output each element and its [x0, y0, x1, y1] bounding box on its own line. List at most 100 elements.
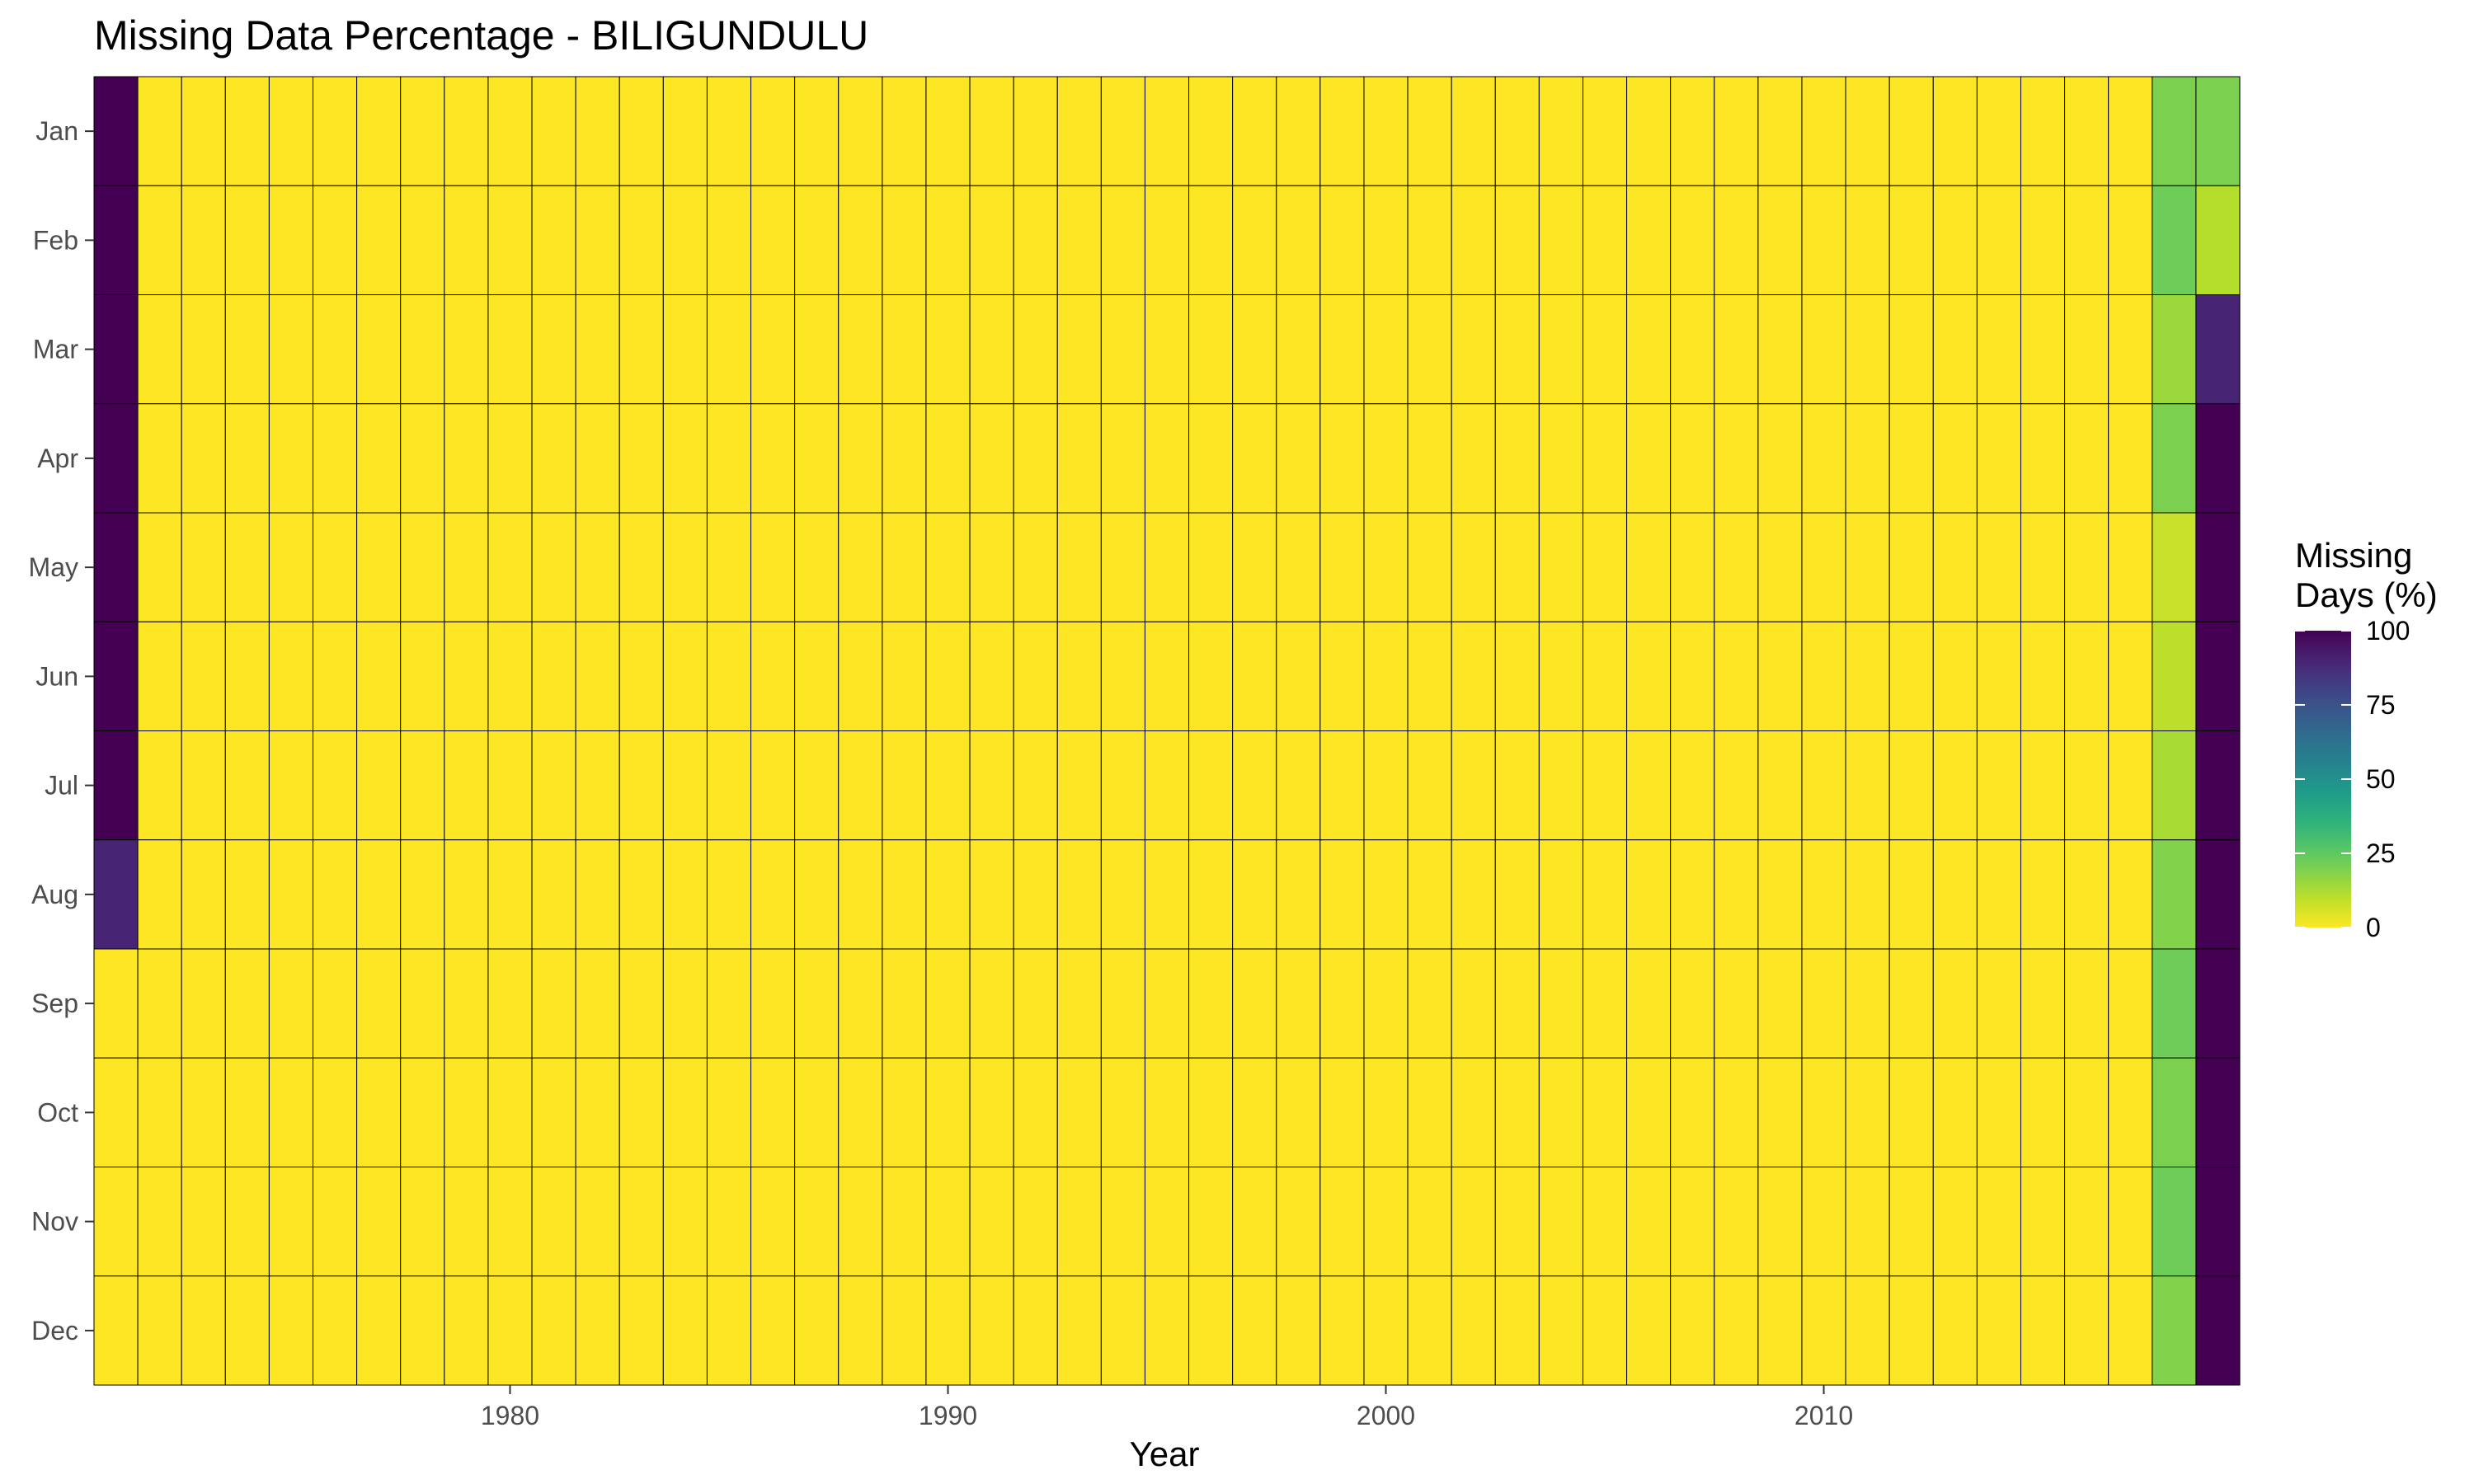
heatmap-cell-1997-dec: [1232, 1275, 1277, 1386]
heatmap-cell-2019-oct: [2195, 1057, 2241, 1167]
heatmap-cell-1991-aug: [969, 839, 1014, 950]
heatmap-cell-2009-oct: [1757, 1057, 1803, 1167]
heatmap-cell-1975-jul: [268, 730, 314, 841]
heatmap-cell-1979-jan: [444, 76, 489, 186]
heatmap-cell-1977-aug: [356, 839, 402, 950]
heatmap-cell-1973-feb: [181, 185, 226, 295]
heatmap-cell-1978-may: [400, 512, 445, 622]
heatmap-cell-1995-sep: [1144, 948, 1190, 1059]
heatmap-cell-2004-jun: [1538, 621, 1583, 731]
heatmap-cell-2009-dec: [1757, 1275, 1803, 1386]
heatmap-cell-2013-jun: [1932, 621, 1978, 731]
heatmap-cell-2019-nov: [2195, 1167, 2241, 1277]
heatmap-cell-2014-apr: [1976, 403, 2021, 514]
heatmap-cell-2013-feb: [1932, 185, 1978, 295]
heatmap-cell-2016-jul: [2064, 730, 2109, 841]
heatmap-cell-1987-aug: [794, 839, 840, 950]
heatmap-cell-2006-may: [1626, 512, 1672, 622]
heatmap-cell-1990-feb: [925, 185, 971, 295]
heatmap-cell-1984-sep: [662, 948, 708, 1059]
heatmap-cell-2007-jul: [1670, 730, 1715, 841]
heatmap-cell-1977-apr: [356, 403, 402, 514]
heatmap-cell-1991-mar: [969, 294, 1014, 405]
heatmap-cell-1984-oct: [662, 1057, 708, 1167]
heatmap-cell-2005-aug: [1582, 839, 1628, 950]
heatmap-cell-1975-aug: [268, 839, 314, 950]
heatmap-cell-2005-mar: [1582, 294, 1628, 405]
heatmap-cell-2002-nov: [1451, 1167, 1496, 1277]
heatmap-cell-2012-oct: [1888, 1057, 1934, 1167]
heatmap-cell-2003-sep: [1494, 948, 1540, 1059]
heatmap-cell-2003-feb: [1494, 185, 1540, 295]
heatmap-cell-2012-jul: [1888, 730, 1934, 841]
heatmap-cell-1989-nov: [882, 1167, 927, 1277]
heatmap-cell-1995-nov: [1144, 1167, 1190, 1277]
heatmap-cell-1984-apr: [662, 403, 708, 514]
heatmap-cell-1978-mar: [400, 294, 445, 405]
heatmap-cell-2011-may: [1845, 512, 1890, 622]
heatmap-cell-2003-jun: [1494, 621, 1540, 731]
heatmap-cell-1985-sep: [706, 948, 752, 1059]
heatmap-cell-2004-oct: [1538, 1057, 1583, 1167]
heatmap-cell-1994-sep: [1100, 948, 1145, 1059]
heatmap-cell-1990-oct: [925, 1057, 971, 1167]
heatmap-cell-1977-nov: [356, 1167, 402, 1277]
heatmap-cell-1976-may: [313, 512, 358, 622]
heatmap-cell-1972-sep: [137, 948, 182, 1059]
y-tick-label-dec: Dec: [31, 1316, 78, 1345]
heatmap-cell-1986-feb: [750, 185, 796, 295]
heatmap-cell-1998-aug: [1276, 839, 1321, 950]
heatmap-cell-2003-dec: [1494, 1275, 1540, 1386]
heatmap-cell-1983-jul: [618, 730, 664, 841]
heatmap-cell-1995-oct: [1144, 1057, 1190, 1167]
heatmap-cell-1998-dec: [1276, 1275, 1321, 1386]
heatmap-cell-1986-may: [750, 512, 796, 622]
heatmap-cell-2016-may: [2064, 512, 2109, 622]
legend-label-75: 75: [2366, 690, 2396, 720]
heatmap-cell-1982-sep: [575, 948, 620, 1059]
heatmap-cell-2002-dec: [1451, 1275, 1496, 1386]
heatmap-cell-1993-mar: [1056, 294, 1102, 405]
heatmap-cell-1993-dec: [1056, 1275, 1102, 1386]
heatmap-cell-2006-oct: [1626, 1057, 1672, 1167]
heatmap-cell-2017-jul: [2108, 730, 2153, 841]
heatmap-cell-1998-jul: [1276, 730, 1321, 841]
heatmap-cell-1975-apr: [268, 403, 314, 514]
heatmap-cell-1981-dec: [531, 1275, 576, 1386]
heatmap-cell-1971-jan: [93, 76, 139, 186]
heatmap-cell-1995-dec: [1144, 1275, 1190, 1386]
heatmap-cell-2001-jun: [1407, 621, 1452, 731]
heatmap-cell-2015-jan: [2020, 76, 2066, 186]
heatmap-cell-2007-oct: [1670, 1057, 1715, 1167]
heatmap-cell-2016-jun: [2064, 621, 2109, 731]
heatmap-cell-2000-feb: [1363, 185, 1409, 295]
heatmap-cell-1977-may: [356, 512, 402, 622]
heatmap-cell-1993-jul: [1056, 730, 1102, 841]
heatmap-cell-2017-sep: [2108, 948, 2153, 1059]
heatmap-cell-2000-nov: [1363, 1167, 1409, 1277]
heatmap-cell-2012-may: [1888, 512, 1934, 622]
heatmap-cell-1988-jan: [838, 76, 883, 186]
heatmap-cell-1999-apr: [1319, 403, 1365, 514]
heatmap-cell-1977-jan: [356, 76, 402, 186]
heatmap-cell-2010-dec: [1801, 1275, 1846, 1386]
heatmap-cell-2014-sep: [1976, 948, 2021, 1059]
heatmap-cell-2000-dec: [1363, 1275, 1409, 1386]
heatmap-cell-1980-apr: [487, 403, 533, 514]
heatmap-cell-2010-jul: [1801, 730, 1846, 841]
heatmap-cell-2003-jan: [1494, 76, 1540, 186]
heatmap-cell-1996-aug: [1188, 839, 1234, 950]
heatmap-cell-2011-oct: [1845, 1057, 1890, 1167]
heatmap-cell-1994-jul: [1100, 730, 1145, 841]
heatmap-cell-1981-aug: [531, 839, 576, 950]
heatmap-cell-1986-dec: [750, 1275, 796, 1386]
heatmap-cell-2003-may: [1494, 512, 1540, 622]
heatmap-cell-2016-oct: [2064, 1057, 2109, 1167]
heatmap-cell-1980-feb: [487, 185, 533, 295]
heatmap-cell-2009-jan: [1757, 76, 1803, 186]
heatmap-cell-1979-dec: [444, 1275, 489, 1386]
heatmap-cell-2019-aug: [2195, 839, 2241, 950]
heatmap-cell-2007-sep: [1670, 948, 1715, 1059]
heatmap-cell-1973-dec: [181, 1275, 226, 1386]
heatmap-cell-2008-nov: [1714, 1167, 1759, 1277]
